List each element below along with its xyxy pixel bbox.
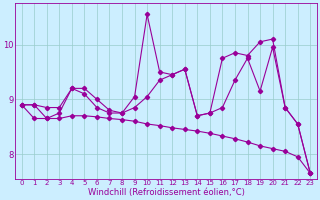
X-axis label: Windchill (Refroidissement éolien,°C): Windchill (Refroidissement éolien,°C) xyxy=(87,188,244,197)
